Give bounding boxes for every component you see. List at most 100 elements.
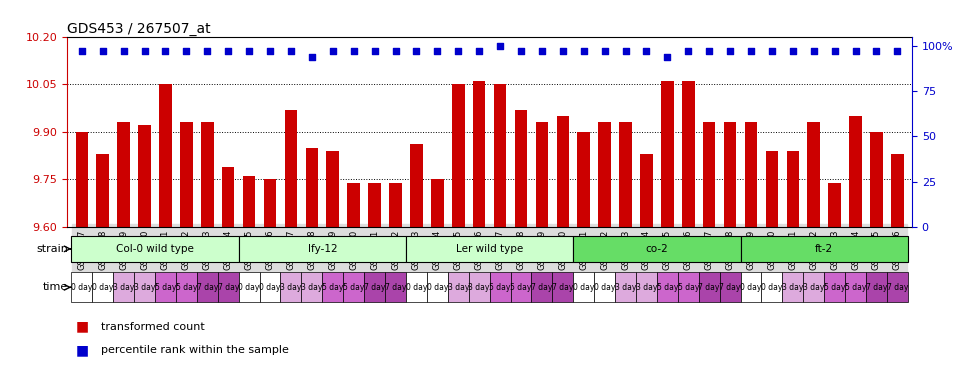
FancyBboxPatch shape	[406, 272, 427, 302]
Bar	[431, 179, 444, 227]
FancyBboxPatch shape	[552, 272, 573, 302]
Bar	[389, 183, 402, 227]
FancyBboxPatch shape	[427, 272, 447, 302]
Text: 3 day: 3 day	[803, 283, 825, 292]
FancyBboxPatch shape	[259, 272, 280, 302]
Text: 0 day: 0 day	[594, 283, 615, 292]
Text: 3 day: 3 day	[133, 283, 156, 292]
Point	[722, 48, 737, 54]
Point	[681, 48, 696, 54]
Text: 3 day: 3 day	[113, 283, 134, 292]
Text: 0 day: 0 day	[92, 283, 113, 292]
Point	[702, 48, 717, 54]
Text: ■: ■	[76, 343, 88, 358]
Text: 5 day: 5 day	[824, 283, 846, 292]
Text: 3 day: 3 day	[636, 283, 657, 292]
Bar	[536, 122, 548, 227]
FancyBboxPatch shape	[301, 272, 323, 302]
Text: 3 day: 3 day	[468, 283, 490, 292]
Text: 0 day: 0 day	[71, 283, 92, 292]
FancyBboxPatch shape	[113, 272, 134, 302]
Point	[890, 48, 905, 54]
Bar	[661, 81, 674, 227]
Text: 0 day: 0 day	[426, 283, 448, 292]
Text: 0 day: 0 day	[761, 283, 782, 292]
Text: 7 day: 7 day	[866, 283, 887, 292]
Point	[116, 48, 132, 54]
FancyBboxPatch shape	[134, 272, 155, 302]
Text: 3 day: 3 day	[782, 283, 804, 292]
Text: 0 day: 0 day	[740, 283, 761, 292]
Bar	[557, 116, 569, 227]
Text: Col-0 wild type: Col-0 wild type	[116, 244, 194, 254]
Point	[262, 48, 277, 54]
Bar	[786, 151, 799, 227]
Point	[95, 48, 110, 54]
FancyBboxPatch shape	[239, 236, 406, 262]
Bar	[766, 151, 779, 227]
Bar	[369, 183, 381, 227]
FancyBboxPatch shape	[92, 272, 113, 302]
Text: ft-2: ft-2	[815, 244, 833, 254]
Text: 7 day: 7 day	[887, 283, 908, 292]
FancyBboxPatch shape	[720, 272, 740, 302]
Bar	[222, 167, 234, 227]
Bar	[76, 132, 88, 227]
Text: lfy-12: lfy-12	[307, 244, 337, 254]
Point	[179, 48, 194, 54]
Point	[764, 48, 780, 54]
Bar	[870, 132, 883, 227]
Text: 0 day: 0 day	[573, 283, 594, 292]
FancyBboxPatch shape	[740, 236, 908, 262]
FancyBboxPatch shape	[197, 272, 218, 302]
Point	[869, 48, 884, 54]
Bar	[117, 122, 130, 227]
Bar	[598, 122, 611, 227]
FancyBboxPatch shape	[782, 272, 804, 302]
FancyBboxPatch shape	[761, 272, 782, 302]
FancyBboxPatch shape	[323, 272, 344, 302]
Bar	[493, 84, 506, 227]
Text: co-2: co-2	[645, 244, 668, 254]
Bar	[138, 126, 151, 227]
FancyBboxPatch shape	[573, 236, 740, 262]
Text: 7 day: 7 day	[364, 283, 385, 292]
Bar	[452, 84, 465, 227]
Point	[325, 48, 341, 54]
FancyBboxPatch shape	[218, 272, 239, 302]
Text: strain: strain	[36, 244, 68, 254]
Text: 5 day: 5 day	[490, 283, 511, 292]
FancyBboxPatch shape	[71, 272, 92, 302]
Text: 0 day: 0 day	[259, 283, 280, 292]
Point	[827, 48, 842, 54]
Bar	[703, 122, 715, 227]
Bar	[305, 147, 318, 227]
Point	[660, 53, 675, 59]
FancyBboxPatch shape	[239, 272, 259, 302]
Bar	[473, 81, 486, 227]
Bar	[515, 109, 527, 227]
Point	[304, 53, 320, 59]
Point	[785, 48, 801, 54]
Point	[576, 48, 591, 54]
Point	[514, 48, 529, 54]
Text: 5 day: 5 day	[678, 283, 699, 292]
Point	[388, 48, 403, 54]
Point	[534, 48, 549, 54]
Text: percentile rank within the sample: percentile rank within the sample	[101, 346, 289, 355]
FancyBboxPatch shape	[344, 272, 364, 302]
Bar	[807, 122, 820, 227]
FancyBboxPatch shape	[447, 272, 468, 302]
Text: 7 day: 7 day	[719, 283, 741, 292]
Bar	[264, 179, 276, 227]
Text: time: time	[43, 282, 68, 292]
Point	[492, 43, 508, 49]
Point	[409, 48, 424, 54]
FancyBboxPatch shape	[490, 272, 511, 302]
Point	[137, 48, 153, 54]
Text: 7 day: 7 day	[531, 283, 553, 292]
FancyBboxPatch shape	[573, 272, 594, 302]
Bar	[640, 154, 653, 227]
FancyBboxPatch shape	[71, 236, 239, 262]
FancyBboxPatch shape	[699, 272, 720, 302]
